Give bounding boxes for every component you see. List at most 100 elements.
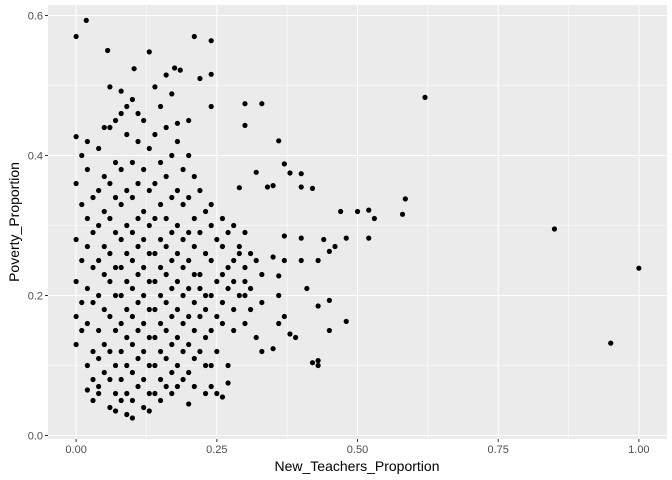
data-point — [326, 248, 332, 254]
data-point — [79, 299, 85, 306]
data-point — [253, 334, 259, 341]
data-point — [236, 250, 242, 257]
data-point — [208, 201, 214, 208]
data-point — [105, 47, 111, 54]
data-point — [112, 390, 119, 397]
data-point — [141, 348, 147, 355]
data-point — [107, 348, 113, 355]
data-point — [208, 71, 214, 77]
data-point — [281, 161, 287, 167]
data-point — [141, 208, 147, 215]
data-point — [79, 201, 85, 208]
data-point — [73, 134, 79, 140]
data-point — [163, 383, 169, 390]
data-point — [247, 285, 254, 292]
data-point — [422, 94, 428, 100]
x-tick-label: 0.00 — [65, 444, 86, 456]
data-point — [129, 313, 136, 320]
data-point — [231, 222, 237, 229]
x-axis-title: New_Teachers_Proportion — [275, 458, 440, 474]
data-point — [315, 257, 321, 264]
data-point — [197, 75, 203, 82]
data-point — [276, 138, 282, 144]
data-point — [191, 173, 197, 180]
data-point — [186, 194, 192, 201]
data-point — [157, 292, 164, 299]
data-point — [219, 320, 226, 327]
data-point — [107, 124, 113, 131]
data-point — [118, 264, 124, 271]
data-point — [101, 341, 107, 348]
data-point — [242, 320, 248, 327]
data-point — [259, 101, 265, 107]
data-point — [231, 278, 237, 285]
data-point — [259, 299, 265, 306]
data-point — [152, 362, 158, 369]
data-point — [112, 264, 119, 271]
data-point — [157, 236, 164, 243]
data-point — [84, 215, 90, 222]
data-point — [186, 257, 192, 264]
data-point — [242, 264, 248, 271]
data-point — [96, 390, 102, 397]
data-point — [225, 264, 231, 271]
data-point — [84, 138, 90, 145]
data-point — [174, 187, 181, 194]
data-point — [219, 215, 226, 222]
data-point — [180, 348, 186, 355]
data-point — [129, 369, 136, 376]
data-point — [90, 397, 96, 404]
data-point — [293, 334, 299, 341]
data-point — [169, 229, 175, 236]
data-point — [281, 257, 287, 264]
data-point — [129, 257, 136, 264]
data-point — [197, 348, 203, 355]
data-point — [169, 152, 175, 159]
data-point — [124, 334, 130, 341]
data-point — [73, 313, 79, 320]
data-point — [118, 236, 124, 243]
data-point — [131, 66, 137, 72]
data-point — [152, 131, 158, 138]
data-point — [219, 271, 226, 278]
data-point — [259, 348, 265, 355]
data-point — [96, 187, 102, 194]
data-point — [157, 348, 164, 355]
data-point — [84, 166, 90, 173]
data-point — [191, 271, 197, 278]
data-point — [129, 341, 136, 348]
data-point — [124, 222, 130, 229]
data-point — [338, 208, 344, 215]
data-point — [141, 117, 147, 124]
data-point — [96, 327, 102, 334]
data-point — [276, 320, 282, 327]
data-point — [202, 292, 209, 299]
data-point — [180, 236, 186, 243]
data-point — [174, 278, 181, 285]
data-point — [399, 211, 406, 217]
data-point — [146, 334, 152, 341]
data-point — [236, 185, 242, 191]
data-point — [402, 196, 408, 202]
data-point — [214, 278, 220, 285]
data-point — [174, 120, 181, 126]
data-point — [197, 187, 203, 194]
x-tick-label: 0.50 — [347, 444, 368, 456]
data-point — [84, 362, 90, 369]
data-point — [152, 215, 158, 222]
data-point — [219, 243, 226, 250]
data-point — [112, 117, 119, 124]
data-point — [118, 88, 124, 94]
data-point — [107, 215, 113, 222]
data-point — [135, 138, 141, 145]
data-point — [141, 166, 147, 173]
data-point — [276, 273, 282, 279]
data-point — [129, 285, 136, 292]
data-point — [118, 110, 124, 117]
data-point — [83, 17, 89, 23]
data-point — [298, 184, 304, 190]
data-point — [242, 278, 248, 285]
data-point — [202, 334, 209, 341]
data-point — [174, 250, 181, 257]
data-point — [309, 185, 316, 191]
